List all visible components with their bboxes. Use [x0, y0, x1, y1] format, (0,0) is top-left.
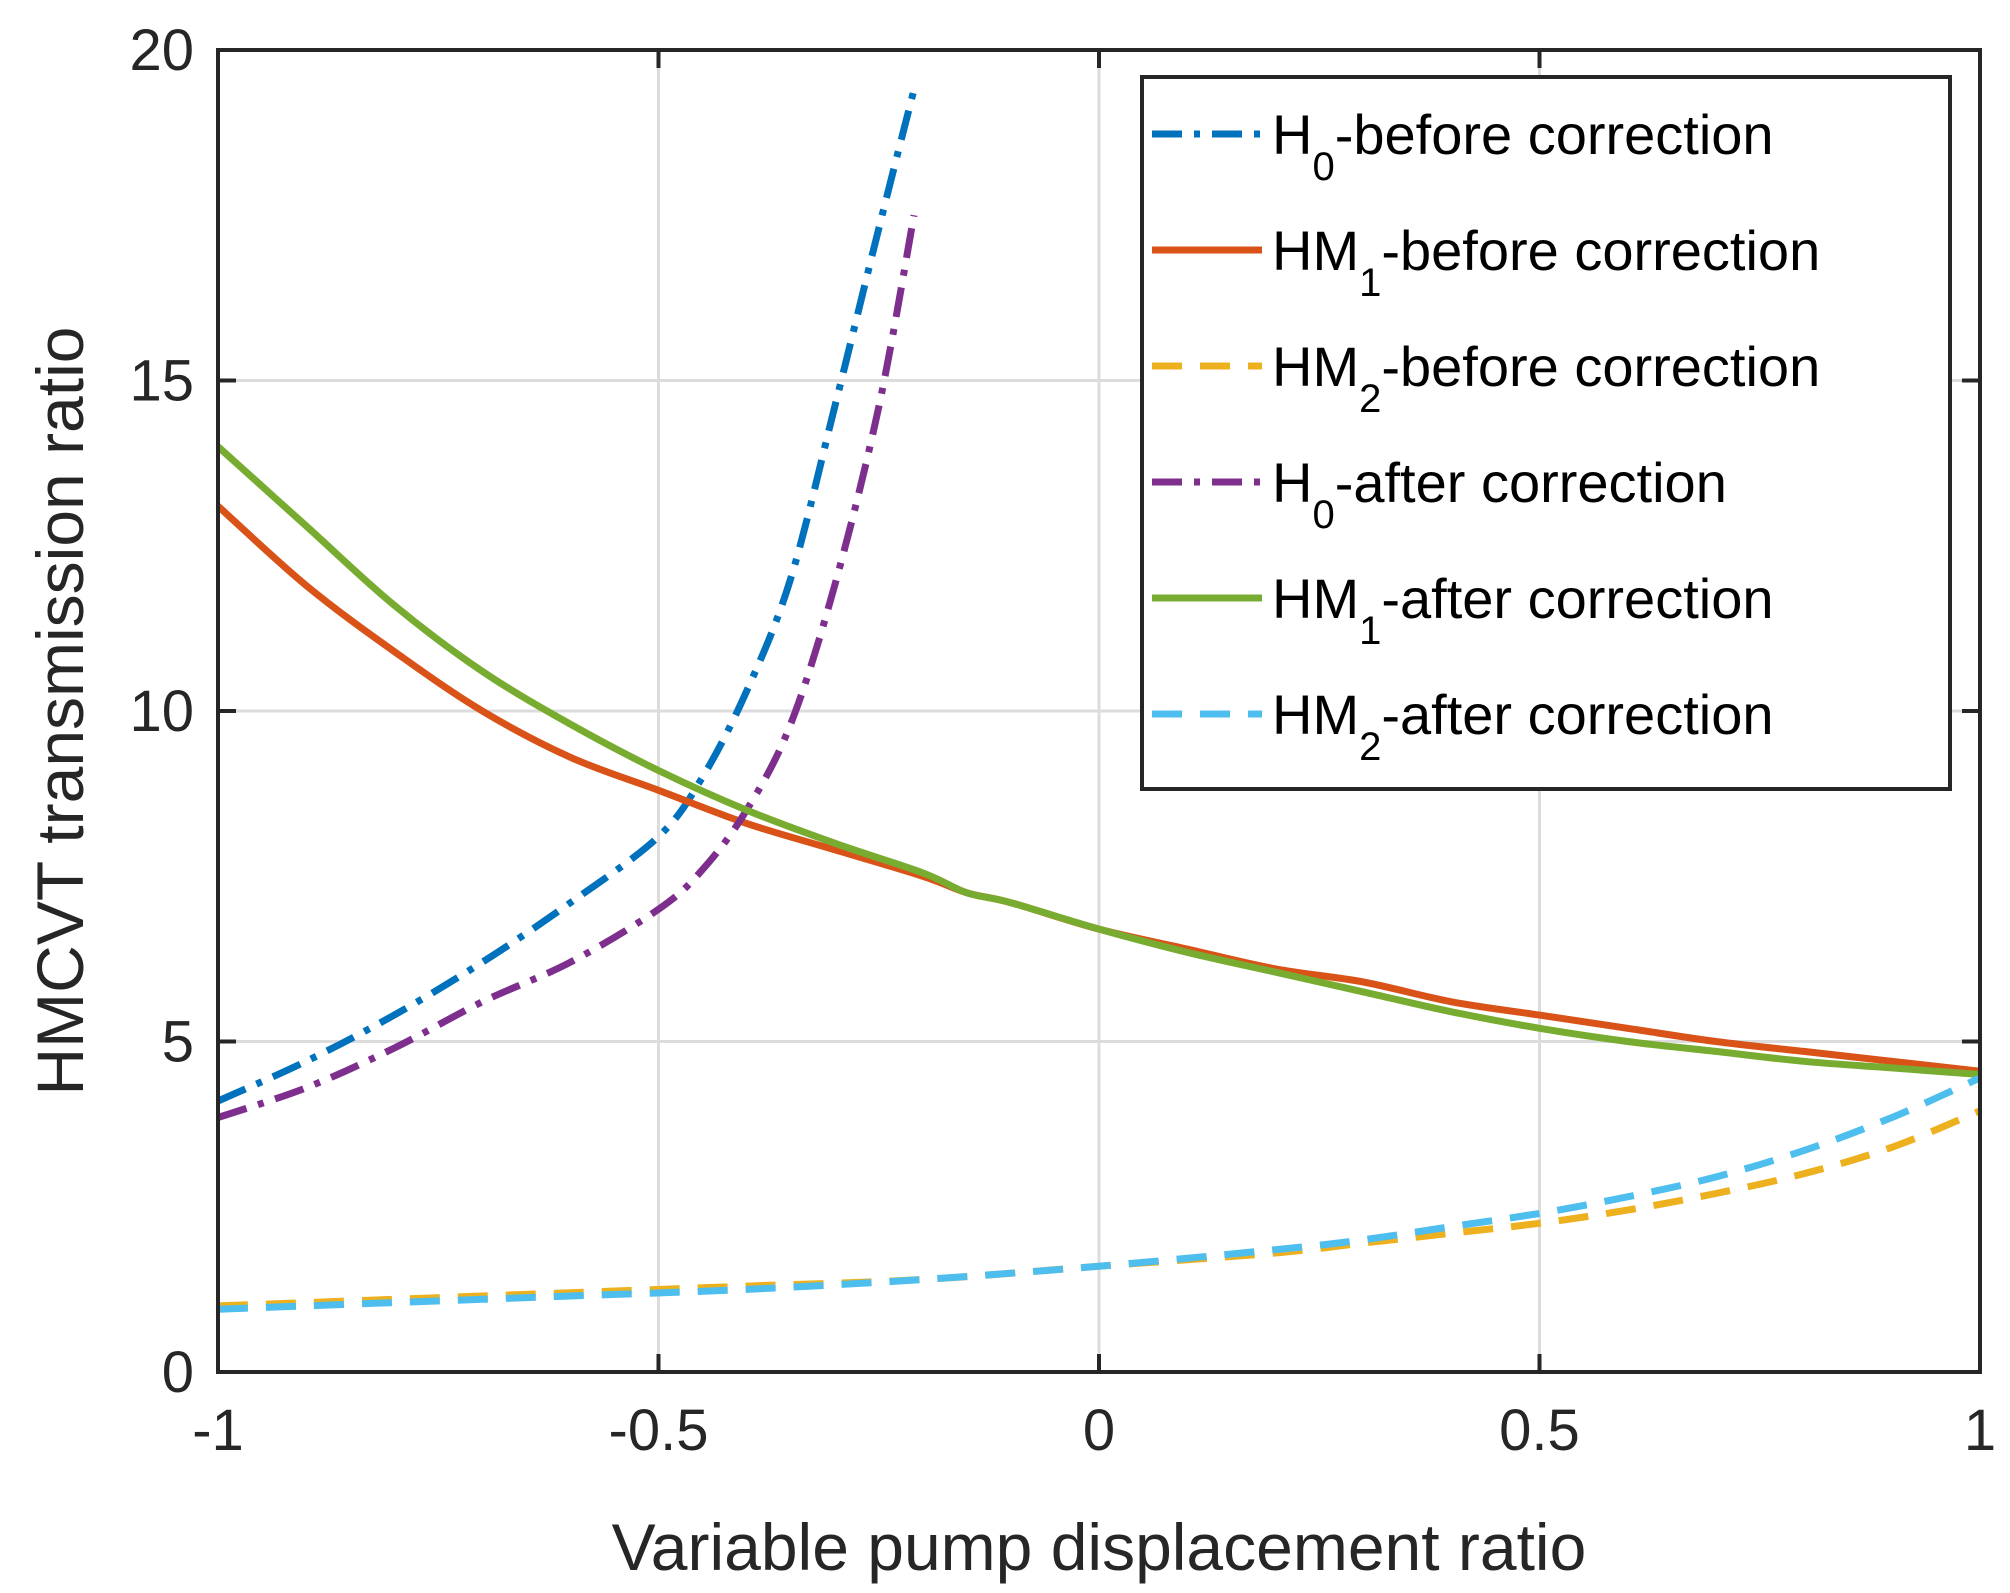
x-tick-label: -0.5 [609, 1398, 709, 1463]
chart: -1 -0.5 0 0.5 105101520 Variable pump displa… [0, 0, 2010, 1593]
x-tick-label: -1 [192, 1398, 244, 1463]
y-tick-label: 0 [162, 1340, 194, 1405]
x-axis-label: Variable pump displacement ratio [612, 1510, 1587, 1584]
y-tick-label: 15 [129, 349, 194, 414]
y-axis-label: HMCVT transmission ratio [23, 327, 97, 1096]
y-tick-label: 20 [129, 18, 194, 83]
y-tick-label: 10 [129, 679, 194, 744]
x-tick-label: 0 [1083, 1398, 1115, 1463]
y-tick-label: 5 [162, 1010, 194, 1075]
x-tick-label: 0.5 [1499, 1398, 1580, 1463]
x-tick-label: 1 [1964, 1398, 1996, 1463]
